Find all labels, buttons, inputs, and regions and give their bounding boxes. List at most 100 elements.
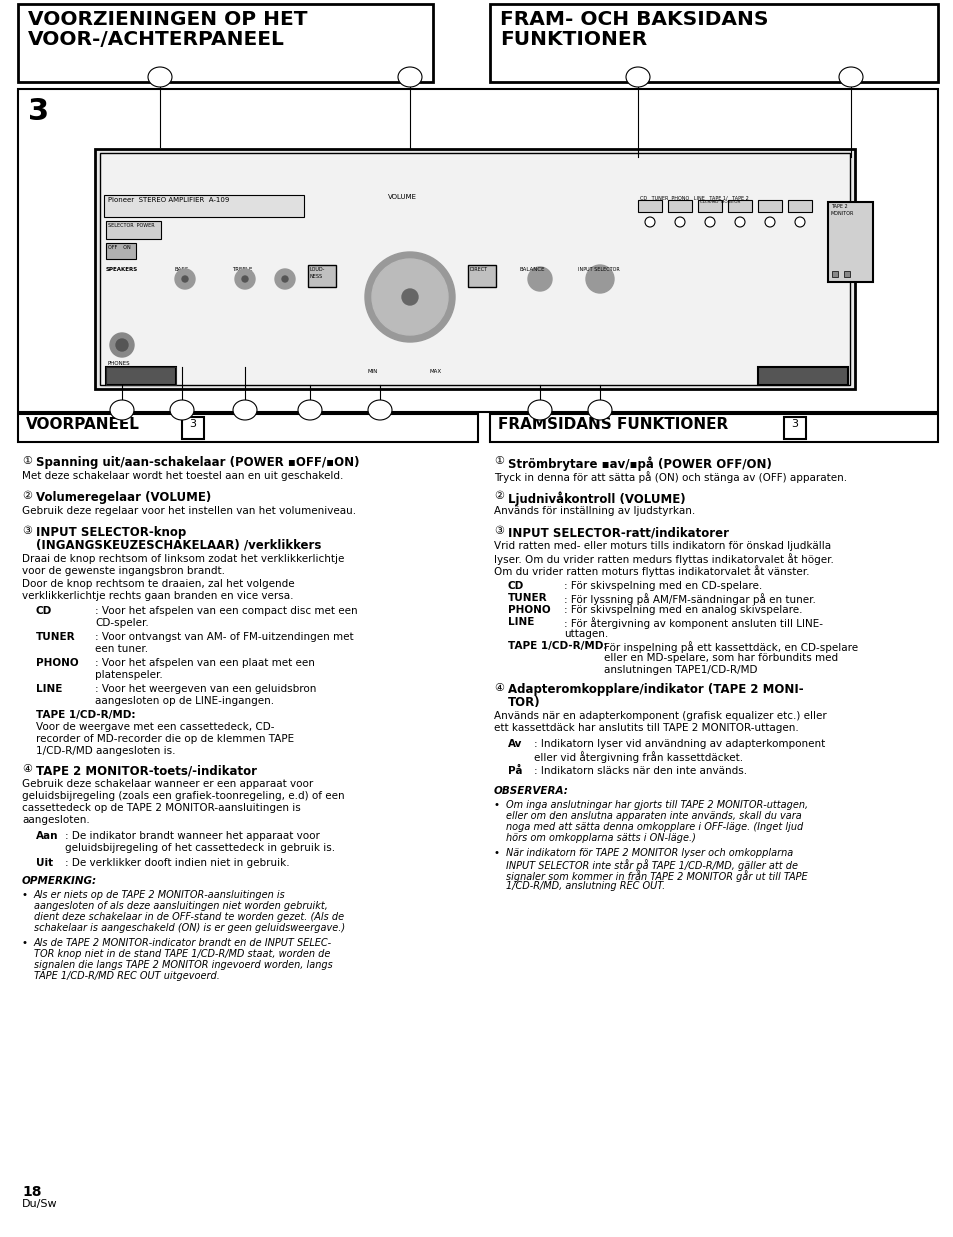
Text: eller om den anslutna apparaten inte används, skall du vara: eller om den anslutna apparaten inte anv… (505, 811, 801, 821)
Text: TAPE 1/CD-R/MD:: TAPE 1/CD-R/MD: (507, 641, 607, 651)
Bar (758, 367, 847, 385)
Circle shape (110, 333, 133, 357)
Text: Volumeregelaar (VOLUME): Volumeregelaar (VOLUME) (36, 491, 211, 503)
Text: noga med att sätta denna omkopplare i OFF-läge. (Inget ljud: noga med att sätta denna omkopplare i OF… (505, 823, 802, 833)
Bar (308, 265, 335, 287)
Ellipse shape (233, 400, 256, 421)
Text: Met deze schakelaar wordt het toestel aan en uit geschakeld.: Met deze schakelaar wordt het toestel aa… (22, 471, 343, 481)
Bar (18, 89, 937, 412)
Bar (727, 200, 751, 212)
Text: 18: 18 (22, 1185, 42, 1199)
Bar (667, 200, 691, 212)
Text: ③: ③ (494, 526, 503, 536)
Text: : För skivspelning med en analog skivspelare.: : För skivspelning med en analog skivspe… (563, 605, 801, 615)
Bar (490, 4, 937, 82)
Text: 3: 3 (190, 419, 196, 429)
Circle shape (116, 339, 128, 351)
Text: ②: ② (22, 491, 32, 501)
Text: aangesloten.: aangesloten. (22, 815, 90, 825)
Text: 5: 5 (597, 404, 602, 414)
Bar (783, 417, 805, 439)
Text: Voor de weergave met een cassettedeck, CD-: Voor de weergave met een cassettedeck, C… (36, 722, 274, 732)
Text: BASS: BASS (174, 267, 190, 272)
Text: •: • (494, 800, 499, 810)
Text: CD   TUNER  PHONO   LINE   TAPE 1/   TAPE 2: CD TUNER PHONO LINE TAPE 1/ TAPE 2 (639, 195, 748, 200)
Text: eller en MD-spelare, som har förbundits med: eller en MD-spelare, som har förbundits … (603, 653, 838, 663)
Circle shape (585, 265, 614, 293)
Text: ①: ① (22, 456, 32, 466)
Text: verklikkerlichtje rechts gaan branden en vice versa.: verklikkerlichtje rechts gaan branden en… (22, 591, 294, 601)
Text: aangesloten of als deze aansluitingen niet worden gebruikt,: aangesloten of als deze aansluitingen ni… (34, 901, 328, 910)
Text: een tuner.: een tuner. (95, 644, 148, 654)
Text: Uit: Uit (36, 858, 53, 868)
Text: 3: 3 (635, 72, 640, 82)
Text: 10: 10 (175, 404, 188, 414)
Bar (106, 242, 136, 259)
Text: Gebruik deze schakelaar wanneer er een apparaat voor: Gebruik deze schakelaar wanneer er een a… (22, 779, 313, 789)
Text: Vrid ratten med- eller moturs tills indikatorn för önskad ljudkälla: Vrid ratten med- eller moturs tills indi… (494, 541, 830, 550)
Text: Ljudnivåkontroll (VOLUME): Ljudnivåkontroll (VOLUME) (507, 491, 685, 506)
Bar (468, 265, 496, 287)
Text: : Voor het afspelen van een plaat met een: : Voor het afspelen van een plaat met ee… (95, 658, 314, 668)
Bar (95, 148, 854, 388)
Text: recorder of MD-recorder die op de klemmen TAPE: recorder of MD-recorder die op de klemme… (36, 734, 294, 743)
Text: anslutningen TAPE1/CD-R/MD: anslutningen TAPE1/CD-R/MD (603, 666, 757, 675)
Text: aangesloten op de LINE-ingangen.: aangesloten op de LINE-ingangen. (95, 696, 274, 706)
Circle shape (372, 259, 448, 335)
Bar (787, 200, 811, 212)
Text: TOR): TOR) (507, 696, 540, 709)
Text: VOORPANEEL: VOORPANEEL (26, 417, 140, 432)
Bar (831, 271, 837, 277)
Text: TUNER: TUNER (36, 632, 75, 642)
Text: CD: CD (36, 606, 52, 616)
Text: 7: 7 (376, 404, 383, 414)
Ellipse shape (368, 400, 392, 421)
Text: : De indikator brandt wanneer het apparaat voor: : De indikator brandt wanneer het appara… (65, 831, 319, 841)
Text: 1: 1 (157, 72, 163, 82)
Text: ④: ④ (494, 683, 503, 693)
Bar (106, 221, 161, 239)
Text: MAX: MAX (430, 369, 441, 374)
Text: 4: 4 (847, 72, 853, 82)
Text: Draai de knop rechtsom of linksom zodat het verklikkerlichtje: Draai de knop rechtsom of linksom zodat … (22, 554, 344, 564)
Bar (490, 414, 937, 442)
Text: Spanning uit/aan-schakelaar (POWER ▪OFF/▪ON): Spanning uit/aan-schakelaar (POWER ▪OFF/… (36, 456, 359, 469)
Circle shape (182, 276, 188, 282)
Bar (104, 195, 304, 216)
Text: 8: 8 (307, 404, 313, 414)
Text: Door de knop rechtsom te draaien, zal het volgende: Door de knop rechtsom te draaien, zal he… (22, 579, 294, 589)
Circle shape (794, 216, 804, 228)
Text: Aan: Aan (36, 831, 58, 841)
Text: VOOR-/ACHTERPANEEL: VOOR-/ACHTERPANEEL (28, 30, 285, 49)
Text: DIRECT: DIRECT (470, 267, 488, 272)
Text: För inspelning på ett kassettdäck, en CD-spelare: För inspelning på ett kassettdäck, en CD… (603, 641, 858, 653)
Text: eller vid återgivning från kassettdäcket.: eller vid återgivning från kassettdäcket… (534, 751, 742, 763)
Text: PHONO: PHONO (507, 605, 550, 615)
Circle shape (242, 276, 248, 282)
Text: På: På (507, 766, 522, 776)
Text: BALANCE: BALANCE (519, 267, 545, 272)
Text: : För lyssning på AM/FM-sändningar på en tuner.: : För lyssning på AM/FM-sändningar på en… (563, 593, 815, 605)
Text: FRAM- OCH BAKSIDANS: FRAM- OCH BAKSIDANS (499, 10, 768, 28)
Text: INPUT SELECTOR-ratt/indikatorer: INPUT SELECTOR-ratt/indikatorer (507, 526, 728, 539)
Text: voor de gewenste ingangsbron brandt.: voor de gewenste ingangsbron brandt. (22, 567, 225, 576)
Circle shape (527, 267, 552, 291)
Text: schakelaar is aangeschakeld (ON) is er geen geluidsweergave.): schakelaar is aangeschakeld (ON) is er g… (34, 923, 345, 933)
Text: •: • (494, 849, 499, 858)
Text: VOORZIENINGEN OP HET: VOORZIENINGEN OP HET (28, 10, 307, 28)
Text: När indikatorn för TAPE 2 MONITOR lyser och omkopplarna: När indikatorn för TAPE 2 MONITOR lyser … (505, 849, 792, 858)
Text: Gebruik deze regelaar voor het instellen van het volumeniveau.: Gebruik deze regelaar voor het instellen… (22, 506, 355, 516)
Text: Als er niets op de TAPE 2 MONITOR-aansluitingen is: Als er niets op de TAPE 2 MONITOR-aanslu… (34, 889, 286, 901)
Text: 11: 11 (115, 404, 128, 414)
Text: Adapteromkopplare/indikator (TAPE 2 MONI-: Adapteromkopplare/indikator (TAPE 2 MONI… (507, 683, 802, 696)
Bar (106, 367, 175, 385)
Text: TREBLE: TREBLE (232, 267, 253, 272)
Text: VOLUME: VOLUME (388, 194, 416, 200)
Bar (100, 153, 849, 385)
Bar (758, 200, 781, 212)
Ellipse shape (110, 400, 133, 421)
Circle shape (365, 252, 455, 341)
Text: CD: CD (507, 581, 524, 591)
Text: MIN: MIN (368, 369, 378, 374)
Text: lyser. Om du vrider ratten medurs flyttas indikatorvalet åt höger.: lyser. Om du vrider ratten medurs flytta… (494, 553, 833, 565)
